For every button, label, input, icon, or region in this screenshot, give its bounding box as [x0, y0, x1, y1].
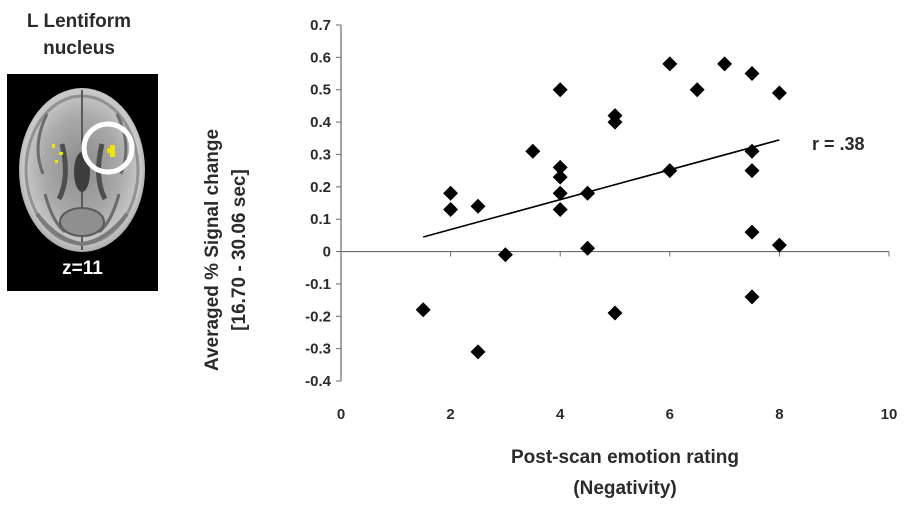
x-tick-label: 4	[556, 406, 565, 423]
data-point	[662, 163, 678, 179]
trendline	[422, 139, 780, 238]
x-tick-label: 2	[446, 406, 454, 423]
y-tick-label: 0.2	[310, 179, 331, 196]
data-point	[552, 185, 568, 201]
x-axis-title-line2: (Negativity)	[573, 478, 676, 499]
brain-title-line2: nucleus	[43, 38, 115, 59]
data-point	[689, 82, 705, 98]
y-tick-label: -0.3	[305, 341, 331, 358]
data-point	[552, 159, 568, 175]
y-tick-label: 0.7	[310, 17, 331, 34]
slice-label: z=11	[62, 258, 103, 279]
y-axis-title: Averaged % Signal change [16.70 - 30.06 …	[202, 129, 250, 371]
data-point	[470, 344, 486, 360]
x-axis-title-line1: Post-scan emotion rating	[511, 447, 739, 468]
activation-blob-right	[110, 145, 115, 157]
y-tick-label: -0.4	[305, 373, 332, 390]
data-points	[415, 56, 787, 360]
data-point	[552, 82, 568, 98]
data-point	[552, 169, 568, 185]
y-axis-title-line1: Averaged % Signal change	[202, 129, 223, 371]
data-point	[744, 224, 760, 240]
data-point	[662, 56, 678, 72]
y-tick-label: -0.2	[305, 308, 331, 325]
y-axis-title-line2: [16.70 - 30.06 sec]	[229, 169, 250, 331]
y-tick-label: -0.1	[305, 276, 331, 293]
brain-panel-title: L Lentiform nucleus	[4, 8, 154, 62]
y-tick-label: 0.6	[310, 49, 331, 66]
data-point	[744, 66, 760, 82]
y-tick-label: 0.5	[310, 82, 331, 99]
data-point	[443, 201, 459, 217]
y-tick-label: 0	[323, 244, 331, 261]
brain-slice-graphic	[19, 88, 145, 252]
data-point	[443, 185, 459, 201]
data-point	[525, 143, 541, 159]
data-point	[552, 201, 568, 217]
x-tick-label: 8	[775, 406, 783, 423]
y-tick-labels: 0.7 0.6 0.5 0.4 0.3 0.2 0.1 0 -0.1 -0.2 -0.3 -0.4	[305, 17, 332, 390]
scatter-chart: Averaged % Signal change [16.70 - 30.06 …	[202, 17, 898, 499]
brain-title-line1: L Lentiform	[26, 11, 132, 32]
x-tick-label: 0	[337, 406, 345, 423]
data-point	[744, 143, 760, 159]
data-point	[771, 237, 787, 253]
data-point	[744, 163, 760, 179]
data-point	[607, 114, 623, 130]
data-point	[717, 56, 733, 72]
data-point	[607, 305, 623, 321]
brain-slice-image: z=11	[7, 74, 158, 291]
data-point	[497, 247, 513, 263]
data-point	[744, 289, 760, 305]
y-tick-label: 0.1	[310, 211, 331, 228]
correlation-annotation: r = .38	[812, 134, 865, 154]
data-point	[771, 85, 787, 101]
data-point	[415, 302, 431, 318]
roi-circle	[81, 121, 135, 175]
data-point	[580, 185, 596, 201]
x-tick-label: 6	[666, 406, 674, 423]
x-tick-labels: 0 2 4 6 8 10	[337, 406, 898, 423]
x-tick-label: 10	[881, 406, 898, 423]
y-tick-label: 0.4	[310, 114, 332, 131]
data-point	[580, 240, 596, 256]
activation-blob-left	[52, 144, 55, 148]
y-tick-label: 0.3	[310, 146, 331, 163]
trendline-group	[422, 139, 780, 238]
axes	[336, 24, 890, 382]
data-point	[470, 198, 486, 214]
